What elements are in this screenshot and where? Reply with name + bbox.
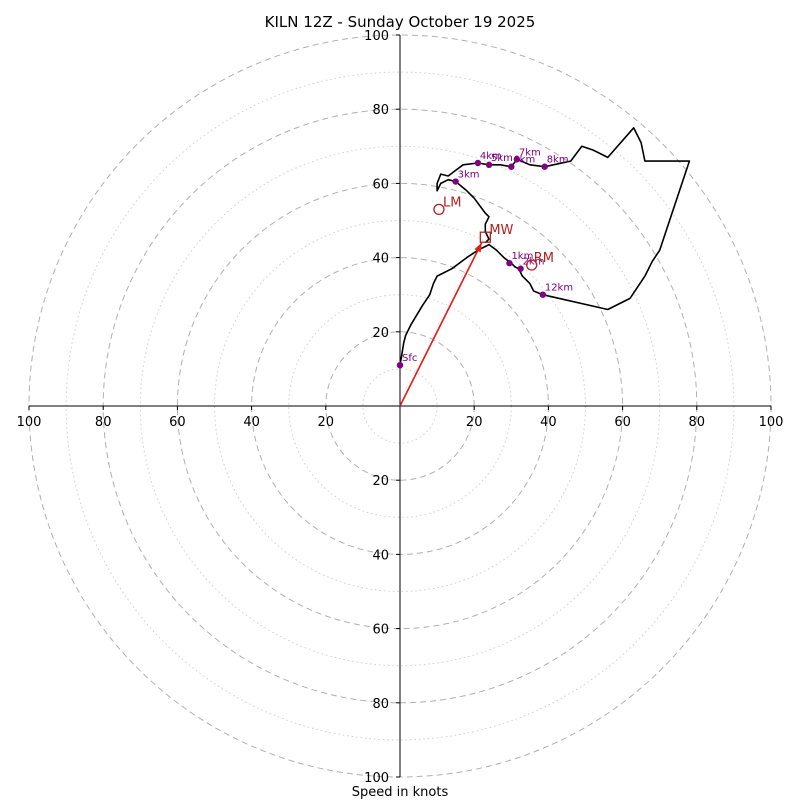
height-label-Sfc: Sfc: [402, 353, 417, 364]
height-point-4km: [474, 159, 482, 167]
height-point-Sfc: [396, 361, 404, 369]
y-tick-label: 40: [372, 548, 389, 563]
x-tick-label: 40: [540, 415, 557, 430]
height-label-3km: 3km: [458, 170, 480, 181]
height-label-5km: 5km: [491, 153, 513, 164]
height-point-6km: [508, 163, 515, 170]
height-point-3km: [452, 178, 459, 185]
left-mover-marker: [433, 203, 445, 216]
y-tick-label: 100: [364, 29, 389, 44]
height-label-7km: 7km: [519, 147, 541, 158]
y-tick-label: 20: [372, 326, 389, 341]
shear-vector-line: [399, 242, 483, 407]
y-tick-label: 60: [372, 623, 389, 638]
height-point-8km: [541, 163, 548, 170]
y-tick-label: 80: [372, 103, 389, 118]
mean-wind-label: MW: [489, 223, 513, 238]
x-tick-label: 80: [689, 415, 706, 430]
y-tick-label: 100: [364, 771, 389, 786]
x-axis-label: Speed in knots: [352, 785, 449, 800]
height-label-12km: 12km: [545, 283, 573, 294]
height-point-12km: [539, 291, 547, 298]
right-mover-label: RM: [534, 251, 554, 266]
hodograph-trace-layer: [399, 127, 691, 366]
height-point-1km: [506, 259, 513, 267]
height-point-7km: [513, 156, 521, 163]
x-tick-label: 20: [318, 415, 335, 430]
x-tick-label: 80: [95, 415, 112, 430]
height-label-8km: 8km: [547, 155, 569, 166]
x-tick-label: 40: [243, 415, 260, 430]
height-point-5km: [485, 161, 493, 169]
right-mover-marker: [526, 259, 538, 271]
shear-vector-arrowhead: [474, 242, 482, 253]
chart-title: KILN 12Z - Sunday October 19 2025: [265, 13, 536, 31]
x-tick-label: 20: [466, 415, 483, 430]
left-mover-label: LM: [443, 195, 461, 210]
x-tick-label: 100: [759, 415, 784, 430]
mean-wind-marker: [479, 231, 491, 243]
tick-labels: 100 80 60 40 20 20 40 60 80 100 100 80 60 40 20 20 40 60 8…: [17, 29, 784, 786]
storm-motion-layer: MW RM LM: [433, 195, 554, 271]
hodograph-trace: [399, 127, 691, 366]
y-tick-label: 20: [372, 474, 389, 489]
height-label-6km: 6km: [513, 155, 535, 166]
x-tick-label: 60: [169, 415, 186, 430]
y-tick-label: 60: [372, 177, 389, 192]
shear-vector-layer: [399, 242, 483, 407]
height-point-2km: [517, 265, 524, 272]
x-tick-label: 100: [17, 415, 42, 430]
y-tick-label: 80: [372, 697, 389, 712]
x-tick-label: 60: [614, 415, 631, 430]
y-tick-label: 40: [372, 252, 389, 267]
height-label-2km: 2km: [523, 257, 545, 268]
height-label-4km: 4km: [480, 151, 502, 162]
height-label-1km: 1km: [511, 251, 533, 262]
